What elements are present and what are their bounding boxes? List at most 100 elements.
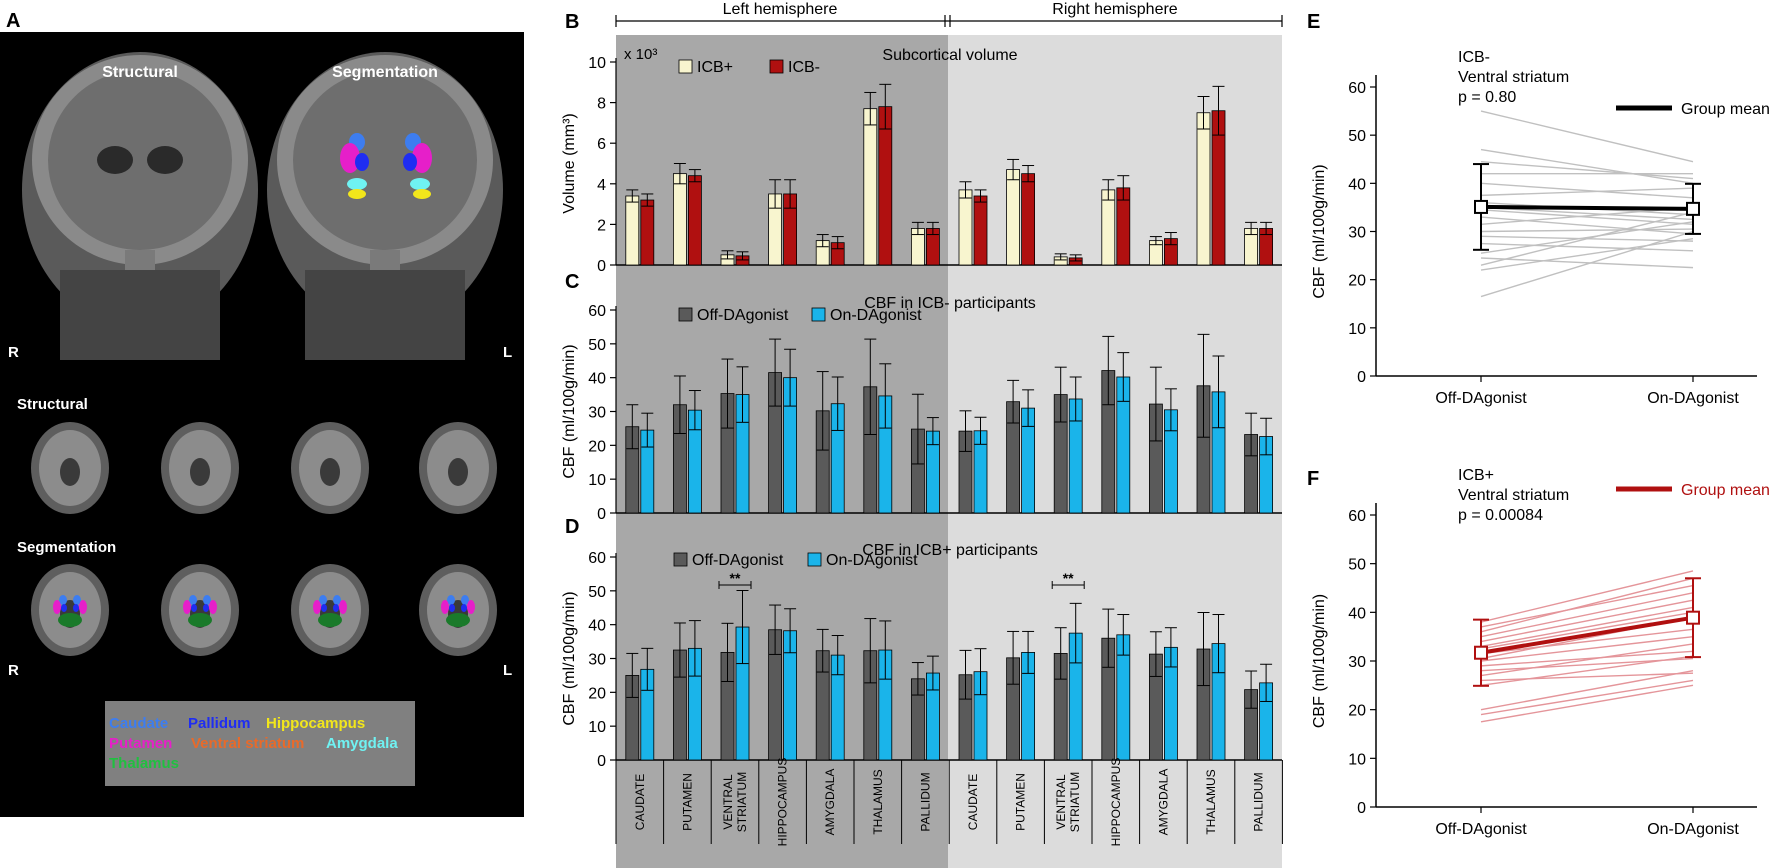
axial-structural-label: Structural	[17, 396, 88, 413]
legend-hippocampus: Hippocampus	[266, 715, 365, 732]
segmentation-legend-box	[105, 701, 415, 786]
chart-b-subcortical-volume: 0 2 4 6 8 10 Volume (mm³) Subcortical volume x 1…	[561, 46, 1282, 275]
coronal-structural-image	[22, 52, 258, 360]
y-axis-label: CBF (ml/100g/min)	[1311, 164, 1328, 298]
region-label: CAUDATE	[966, 774, 980, 830]
y-tick-label: 0	[597, 753, 606, 770]
legend-label: ICB+	[697, 59, 733, 76]
axial-seg-putamen	[339, 600, 347, 614]
axial-seg-putamen	[441, 600, 449, 614]
individual-line	[1480, 257, 1694, 269]
mean-marker	[1474, 199, 1488, 214]
axial-brain-ventricle	[60, 458, 80, 486]
individual-line	[1480, 238, 1694, 271]
axial-seg-pallidum	[191, 604, 197, 612]
y-tick-label: 20	[1348, 703, 1366, 720]
region-label: PUTAMEN	[1014, 773, 1028, 831]
y-tick-label: 30	[588, 405, 606, 422]
axial-seg-caudate	[447, 595, 455, 605]
seg-hippocampus-left	[348, 189, 366, 199]
y-tick-label: 0	[1357, 800, 1366, 817]
coronal-segmentation-label: Segmentation	[332, 64, 438, 81]
individual-line	[1480, 242, 1694, 252]
y-tick-label: 0	[597, 506, 606, 523]
individual-line	[1480, 599, 1694, 643]
region-label: CAUDATE	[633, 774, 647, 830]
x-tick-label: Off-DAgonist	[1435, 390, 1527, 407]
individual-line	[1480, 606, 1694, 648]
y-tick-label: 30	[1348, 225, 1366, 242]
axial-seg-caudate	[333, 595, 341, 605]
axial-seg-caudate	[73, 595, 81, 605]
axial-seg-caudate	[59, 595, 67, 605]
axial-seg-pallidum	[73, 604, 79, 612]
bar-icb-	[1196, 112, 1211, 266]
y-tick-label: 50	[588, 337, 606, 354]
y-tick-label: 40	[588, 618, 606, 635]
axial-seg-pallidum	[449, 604, 455, 612]
legend-group-mean-label: Group mean	[1681, 101, 1770, 118]
y-tick-label: 50	[1348, 557, 1366, 574]
chart-f-subtitle: Ventral striatum	[1458, 487, 1569, 504]
y-tick-label: 20	[588, 438, 606, 455]
individual-line	[1480, 148, 1694, 185]
y-tick-label: 60	[1348, 80, 1366, 97]
panel-ef: E F 0 10 20 30 40 50 60 CBF (ml/100g/min) Off-DA…	[1307, 11, 1770, 838]
legend-label: ICB-	[788, 59, 820, 76]
legend-caudate: Caudate	[109, 715, 168, 732]
coronal-segmentation-image	[267, 52, 503, 360]
legend-group-mean-label: Group mean	[1681, 482, 1770, 499]
individual-line	[1480, 211, 1694, 266]
individual-line	[1480, 635, 1694, 662]
y-axis-label: Volume (mm³)	[561, 113, 578, 213]
y-tick-label: 0	[597, 258, 606, 275]
region-label: STRIATUM	[735, 772, 749, 832]
chart-e-subtitle: Ventral striatum	[1458, 69, 1569, 86]
bar-icb-	[878, 106, 893, 266]
bar-icb-	[688, 175, 702, 266]
panel-e-letter: E	[1307, 11, 1320, 33]
mean-marker	[1474, 645, 1488, 660]
axial-segmentation-label: Segmentation	[17, 539, 116, 556]
region-label: PALLIDUM	[1252, 772, 1266, 831]
region-label: VENTRAL	[721, 774, 735, 830]
panel-d-letter: D	[565, 516, 579, 538]
individual-line	[1480, 570, 1694, 623]
legend-swatch	[769, 59, 784, 74]
bar-icb-	[1021, 173, 1035, 266]
bar-icb-	[625, 195, 640, 266]
axial-segmentation-row	[31, 564, 497, 656]
y-tick-label: 8	[597, 96, 606, 113]
seg-pallidum-left	[355, 153, 369, 171]
axial-seg-pallidum	[61, 604, 67, 612]
individual-line	[1480, 228, 1694, 233]
region-label: HIPPOCAMPUS	[1109, 758, 1123, 847]
y-tick-label: 0	[1357, 369, 1366, 386]
chart-title: CBF in ICB+ participants	[862, 542, 1038, 559]
left-hemisphere-label: Left hemisphere	[723, 1, 838, 18]
region-label: THALAMUS	[871, 769, 885, 834]
chart-c-cbf-icb-minus: 0 10 20 30 40 50 60 CBF (ml/100g/min) CBF in ICB…	[561, 295, 1282, 523]
individual-line	[1480, 672, 1694, 682]
axial-brain-ventricle	[448, 458, 468, 486]
legend-amygdala: Amygdala	[326, 735, 398, 752]
individual-line	[1480, 187, 1694, 197]
region-label: PALLIDUM	[918, 772, 932, 831]
chart-e-icb-minus-ventral-striatum: 0 10 20 30 40 50 60 CBF (ml/100g/min) Off-DAgoni…	[1311, 49, 1770, 407]
individual-line	[1480, 230, 1694, 298]
axial-seg-thalamus	[318, 613, 342, 627]
individual-line	[1480, 110, 1694, 163]
chart-e-title: ICB-	[1458, 49, 1490, 66]
axial-seg-thalamus	[58, 613, 82, 627]
y-tick-label: 20	[1348, 273, 1366, 290]
individual-line	[1480, 592, 1694, 638]
orient-r-bottom: R	[8, 662, 19, 679]
group-mean-line	[1480, 204, 1694, 211]
y-tick-label: 20	[588, 685, 606, 702]
seg-putamen-right	[412, 143, 432, 173]
axial-seg-putamen	[209, 600, 217, 614]
chart-e-pvalue: p = 0.80	[1458, 89, 1516, 106]
individual-line	[1480, 209, 1694, 225]
legend-pallidum: Pallidum	[188, 715, 251, 732]
